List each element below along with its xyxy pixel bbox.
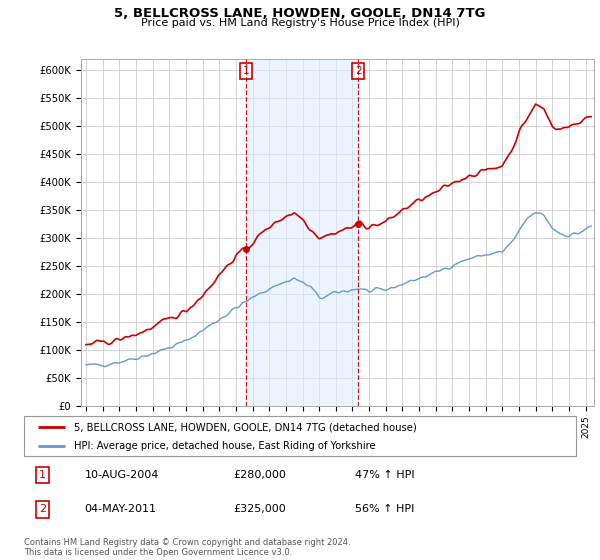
Text: Contains HM Land Registry data © Crown copyright and database right 2024.
This d: Contains HM Land Registry data © Crown c…: [24, 538, 350, 557]
Text: £280,000: £280,000: [234, 470, 287, 480]
Text: HPI: Average price, detached house, East Riding of Yorkshire: HPI: Average price, detached house, East…: [74, 441, 376, 451]
Text: 5, BELLCROSS LANE, HOWDEN, GOOLE, DN14 7TG (detached house): 5, BELLCROSS LANE, HOWDEN, GOOLE, DN14 7…: [74, 422, 416, 432]
Bar: [246, 59, 358, 406]
Text: 1: 1: [242, 66, 249, 76]
Text: 2: 2: [355, 66, 362, 76]
Text: 5, BELLCROSS LANE, HOWDEN, GOOLE, DN14 7TG: 5, BELLCROSS LANE, HOWDEN, GOOLE, DN14 7…: [114, 7, 486, 20]
Text: £325,000: £325,000: [234, 505, 287, 515]
Text: 1: 1: [39, 470, 46, 480]
FancyBboxPatch shape: [24, 416, 576, 456]
Text: Price paid vs. HM Land Registry's House Price Index (HPI): Price paid vs. HM Land Registry's House …: [140, 18, 460, 28]
Text: 04-MAY-2011: 04-MAY-2011: [85, 505, 157, 515]
Text: 56% ↑ HPI: 56% ↑ HPI: [355, 505, 415, 515]
Text: 47% ↑ HPI: 47% ↑ HPI: [355, 470, 415, 480]
Text: 10-AUG-2004: 10-AUG-2004: [85, 470, 159, 480]
Text: 2: 2: [38, 505, 46, 515]
